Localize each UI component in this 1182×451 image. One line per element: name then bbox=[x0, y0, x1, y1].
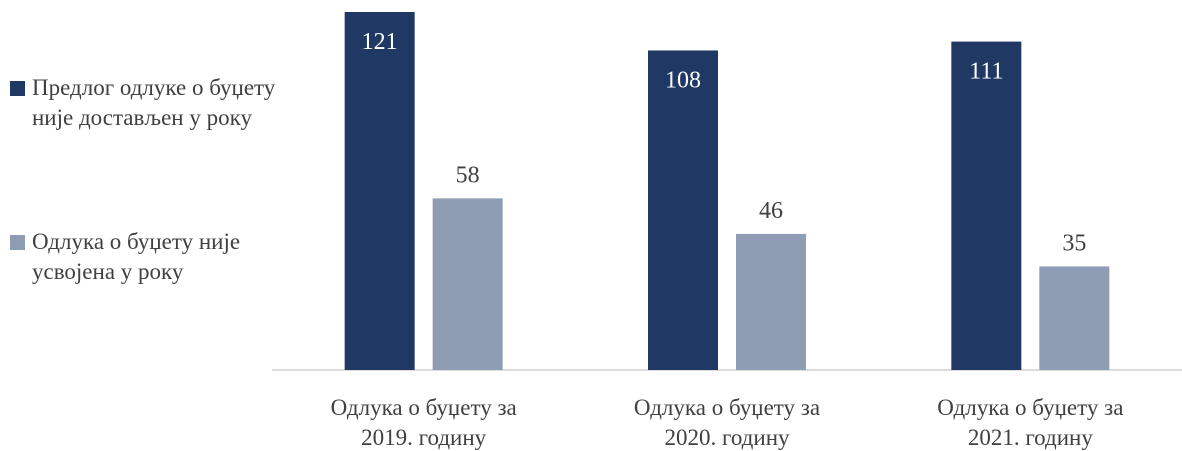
bar bbox=[432, 198, 503, 370]
value-label: 58 bbox=[456, 162, 480, 188]
value-label: 121 bbox=[362, 29, 398, 55]
value-label: 46 bbox=[759, 198, 783, 224]
legend-entry: Одлука о буџету није усвојена у року bbox=[10, 227, 277, 287]
bar bbox=[344, 12, 415, 370]
legend-swatch bbox=[10, 81, 25, 96]
x-tick-label: Одлука о буџету за 2020. годину bbox=[633, 395, 821, 450]
x-tick-label: Одлука о буџету за 2019. годину bbox=[330, 395, 517, 450]
value-label: 35 bbox=[1062, 230, 1086, 256]
legend-label: Предлог одлуке о буџету није достављен у… bbox=[32, 75, 276, 130]
bar bbox=[951, 41, 1022, 370]
value-label: 111 bbox=[969, 59, 1003, 85]
legend-entry: Предлог одлуке о буџету није достављен у… bbox=[10, 73, 277, 133]
legend-label: Одлука о буџету није усвојена у року bbox=[32, 229, 241, 284]
bar bbox=[736, 233, 806, 370]
x-tick-label: Одлука о буџету за 2021. годину bbox=[937, 395, 1124, 450]
bar bbox=[648, 50, 718, 371]
value-label: 108 bbox=[665, 67, 701, 93]
legend-swatch bbox=[10, 235, 25, 250]
bar bbox=[1039, 266, 1110, 370]
